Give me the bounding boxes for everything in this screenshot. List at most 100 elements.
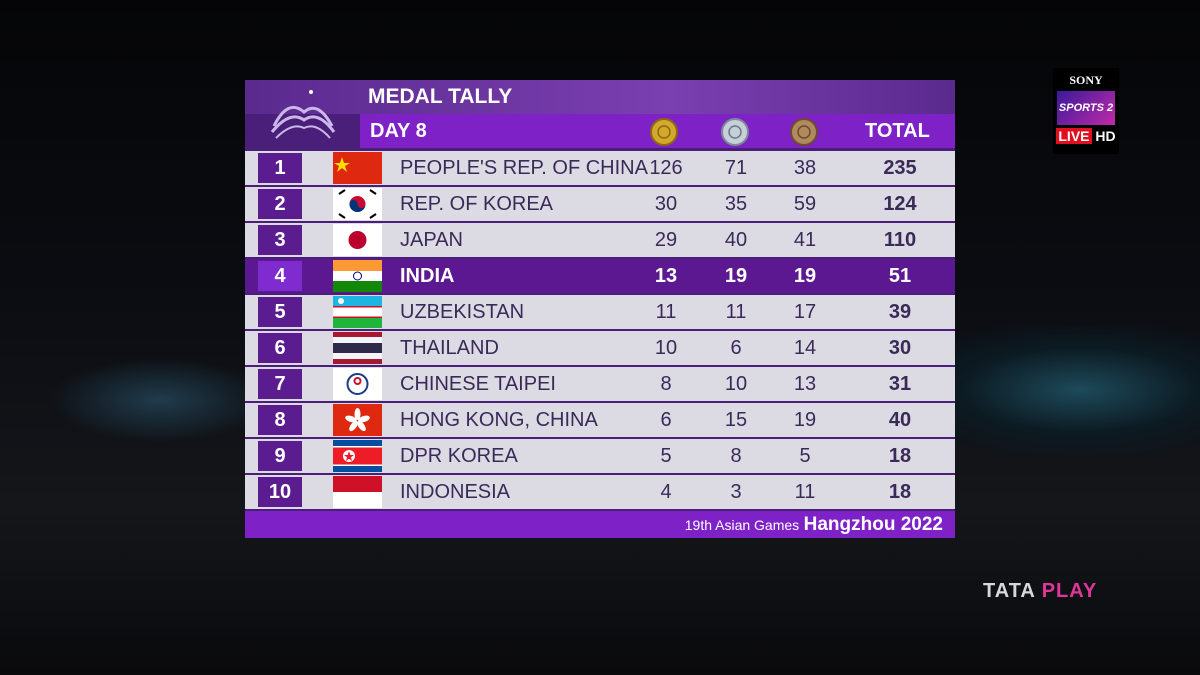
silver-count: 8	[730, 445, 742, 467]
silver-count: 40	[724, 229, 748, 251]
bronze-count: 19	[793, 409, 817, 431]
footer: 19th Asian Games Hangzhou 2022	[245, 511, 955, 538]
country: REP. OF KOREA	[400, 193, 554, 215]
total-count: 51	[888, 265, 912, 287]
total-count: 39	[888, 301, 912, 323]
day-bar: DAY 8 TOTAL	[360, 114, 955, 148]
flag-graphic	[333, 332, 382, 364]
country: INDIA	[400, 265, 455, 287]
provider-a: TATA	[983, 580, 1036, 602]
rank: 4	[258, 261, 302, 291]
event: 19th Asian Games	[684, 517, 800, 533]
day: DAY 8	[370, 120, 427, 142]
silver-count: 15	[724, 409, 748, 431]
silver-count: 35	[724, 193, 748, 215]
flag-graphic	[333, 476, 382, 508]
gold-count: 13	[654, 265, 678, 287]
table-row: 3 JAPAN 29 40 41 110	[245, 223, 955, 257]
bronze-count: 5	[799, 445, 811, 467]
flag-graphic	[333, 152, 382, 184]
flag-graphic	[333, 260, 382, 292]
table-row: 6 THAILAND 10 6 14 30	[245, 331, 955, 365]
silver-count: 19	[724, 265, 748, 287]
gold-count: 126	[649, 157, 683, 179]
bronze-count: 13	[793, 373, 817, 395]
title: MEDAL TALLY	[368, 85, 513, 108]
flag-graphic	[333, 296, 382, 328]
rank: 8	[258, 405, 302, 435]
table-row: 1 PEOPLE'S REP. OF CHINA 126 71 38 235	[245, 151, 955, 185]
network: SPORTS 2	[1057, 91, 1115, 125]
gold-count: 5	[660, 445, 672, 467]
flag-graphic	[333, 188, 382, 220]
gold-count: 29	[654, 229, 678, 251]
bronze-count: 41	[793, 229, 817, 251]
rank: 5	[258, 297, 302, 327]
silver-count: 71	[724, 157, 748, 179]
gold-count: 4	[660, 481, 672, 503]
gold-count: 6	[660, 409, 672, 431]
flag	[333, 224, 382, 256]
bronze-count: 14	[793, 337, 817, 359]
silver-count: 6	[730, 337, 742, 359]
country: CHINESE TAIPEI	[400, 373, 556, 395]
country: DPR KOREA	[400, 445, 518, 467]
total-count: 124	[883, 193, 917, 215]
bronze-count: 19	[793, 265, 817, 287]
table-row: 10 INDONESIA 4 3 11 18	[245, 475, 955, 509]
flag	[333, 404, 382, 436]
total-count: 31	[888, 373, 912, 395]
rank: 1	[258, 153, 302, 183]
country: HONG KONG, CHINA	[400, 409, 598, 431]
total-count: 40	[888, 409, 912, 431]
footer-text: 19th Asian Games Hangzhou 2022	[685, 511, 943, 539]
rank: 6	[258, 333, 302, 363]
bronze-count: 59	[793, 193, 817, 215]
gold-count: 11	[655, 301, 677, 323]
total-count: 110	[883, 229, 917, 251]
flag	[333, 296, 382, 328]
rank: 10	[258, 477, 302, 507]
channel: SONY	[1069, 73, 1103, 87]
silver-count: 11	[725, 301, 747, 323]
quality: HD	[1095, 128, 1116, 144]
bronze-count: 38	[793, 157, 817, 179]
gold-count: 30	[654, 193, 678, 215]
flag	[333, 152, 382, 184]
table-row: 2 REP. OF KOREA 30 35 59 124	[245, 187, 955, 221]
flag-graphic	[333, 368, 382, 400]
flag	[333, 368, 382, 400]
total-count: 18	[888, 445, 912, 467]
silver-count: 3	[730, 481, 742, 503]
flag-graphic	[333, 404, 382, 436]
country: THAILAND	[400, 337, 499, 359]
flag-graphic	[333, 224, 382, 256]
rank: 7	[258, 369, 302, 399]
flag	[333, 260, 382, 292]
total-count: 18	[888, 481, 912, 503]
live: LIVE	[1056, 128, 1092, 144]
rank: 2	[258, 189, 302, 219]
country: PEOPLE'S REP. OF CHINA	[400, 157, 648, 179]
provider-logo: TATA PLAY	[983, 580, 1097, 603]
title-bar: MEDAL TALLY	[245, 80, 955, 114]
city: Hangzhou 2022	[803, 514, 943, 535]
table-row: 4 INDIA 13 19 19 51	[245, 259, 955, 293]
silver-count: 10	[724, 373, 748, 395]
flag-graphic	[333, 440, 382, 472]
games-logo	[270, 90, 336, 139]
total-count: 30	[888, 337, 912, 359]
bronze-count: 17	[793, 301, 817, 323]
bronze-count: 11	[794, 481, 816, 503]
rank: 9	[258, 441, 302, 471]
live-badge: LIVE HD	[1053, 128, 1119, 144]
flag	[333, 188, 382, 220]
channel-logo: SONY SPORTS 2 LIVE HD	[1053, 68, 1119, 154]
table-row: 5 UZBEKISTAN 11 11 17 39	[245, 295, 955, 329]
table-row: 9 DPR KOREA 5 8 5 18	[245, 439, 955, 473]
flag	[333, 332, 382, 364]
rank: 3	[258, 225, 302, 255]
country: JAPAN	[400, 229, 463, 251]
medal-icons	[650, 118, 818, 146]
